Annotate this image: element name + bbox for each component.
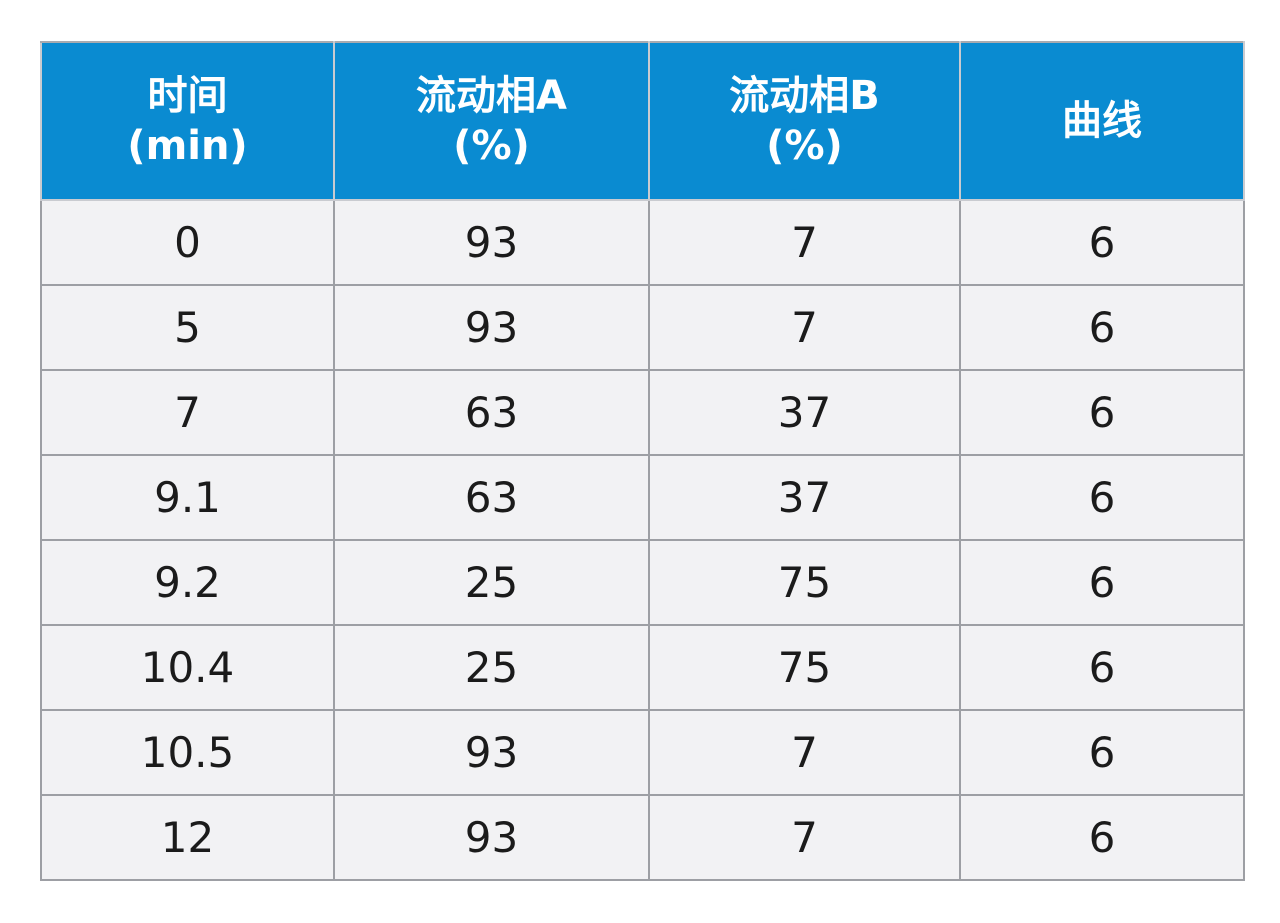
cell-phase-a: 93: [333, 794, 650, 881]
cell-phase-a: 63: [333, 454, 650, 541]
header-time-label: 时间: [147, 73, 228, 119]
table-row: 5 93 7 6: [40, 284, 1245, 371]
header-mobile-phase-a: 流动相A (%): [333, 41, 650, 201]
cell-phase-b: 75: [648, 624, 961, 711]
cell-phase-b: 75: [648, 539, 961, 626]
header-row: 时间 (min) 流动相A (%) 流动相B (%) 曲线: [40, 41, 1245, 201]
cell-phase-b: 7: [648, 709, 961, 796]
cell-curve: 6: [959, 624, 1245, 711]
header-time: 时间 (min): [40, 41, 335, 201]
cell-curve: 6: [959, 369, 1245, 456]
cell-time: 7: [40, 369, 335, 456]
table-row: 12 93 7 6: [40, 794, 1245, 881]
table-row: 7 63 37 6: [40, 369, 1245, 456]
cell-time: 0: [40, 199, 335, 286]
gradient-table-container: 时间 (min) 流动相A (%) 流动相B (%) 曲线 0 93: [40, 41, 1245, 881]
cell-curve: 6: [959, 794, 1245, 881]
header-time-unit: (min): [127, 123, 248, 169]
cell-phase-b: 37: [648, 369, 961, 456]
cell-phase-b: 7: [648, 794, 961, 881]
header-mobile-phase-a-unit: (%): [453, 123, 530, 169]
cell-phase-a: 93: [333, 199, 650, 286]
cell-time: 9.2: [40, 539, 335, 626]
table-row: 0 93 7 6: [40, 199, 1245, 286]
table-row: 9.1 63 37 6: [40, 454, 1245, 541]
cell-phase-b: 7: [648, 199, 961, 286]
cell-curve: 6: [959, 199, 1245, 286]
table-row: 9.2 25 75 6: [40, 539, 1245, 626]
cell-curve: 6: [959, 709, 1245, 796]
cell-phase-a: 93: [333, 284, 650, 371]
cell-time: 9.1: [40, 454, 335, 541]
cell-phase-b: 7: [648, 284, 961, 371]
header-curve: 曲线: [959, 41, 1245, 201]
header-mobile-phase-a-label: 流动相A: [416, 73, 567, 119]
cell-time: 10.5: [40, 709, 335, 796]
cell-phase-a: 63: [333, 369, 650, 456]
cell-time: 10.4: [40, 624, 335, 711]
table-row: 10.5 93 7 6: [40, 709, 1245, 796]
header-mobile-phase-b-unit: (%): [766, 123, 843, 169]
cell-time: 12: [40, 794, 335, 881]
cell-curve: 6: [959, 539, 1245, 626]
cell-curve: 6: [959, 454, 1245, 541]
gradient-table: 时间 (min) 流动相A (%) 流动相B (%) 曲线 0 93: [40, 41, 1245, 881]
cell-phase-a: 25: [333, 624, 650, 711]
cell-curve: 6: [959, 284, 1245, 371]
header-mobile-phase-b-label: 流动相B: [729, 73, 880, 119]
cell-phase-b: 37: [648, 454, 961, 541]
table-row: 10.4 25 75 6: [40, 624, 1245, 711]
header-curve-label: 曲线: [1062, 98, 1142, 144]
cell-time: 5: [40, 284, 335, 371]
cell-phase-a: 25: [333, 539, 650, 626]
header-mobile-phase-b: 流动相B (%): [648, 41, 961, 201]
cell-phase-a: 93: [333, 709, 650, 796]
